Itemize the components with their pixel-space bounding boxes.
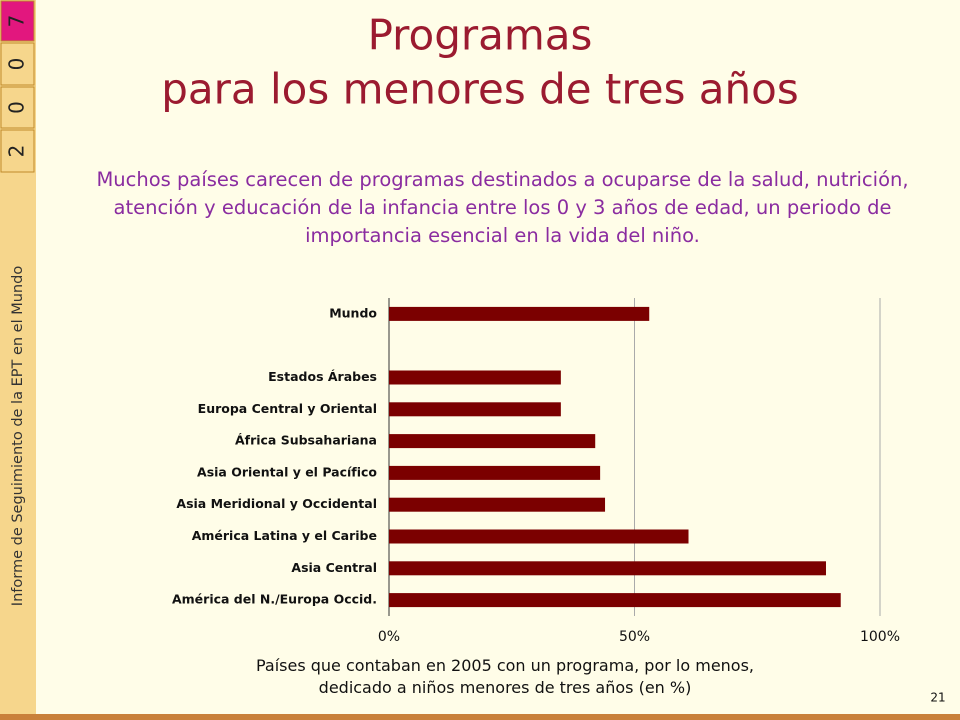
bar [389, 593, 841, 608]
year-box [0, 86, 35, 129]
bar [389, 465, 601, 480]
y-tick-label: África Subsahariana [235, 433, 377, 448]
y-tick-label: Asia Oriental y el Pacífico [197, 464, 377, 479]
title-line: para los menores de tres años [161, 65, 799, 114]
bar [389, 434, 596, 449]
y-tick-label: Estados Árabes [268, 369, 377, 384]
page-number: 21 [930, 691, 945, 705]
title-line: Programas [368, 11, 593, 60]
x-tick-label: 0% [378, 629, 400, 645]
y-tick-label: América Latina y el Caribe [192, 528, 377, 543]
x-axis-label: Países que contaban en 2005 con un progr… [255, 656, 755, 697]
year-box [0, 129, 35, 173]
y-tick-label: Mundo [329, 305, 377, 320]
bar [389, 529, 689, 544]
year-box [0, 42, 35, 86]
bar [389, 497, 606, 512]
x-tick-label: 50% [619, 629, 650, 645]
y-tick-label: América del N./Europa Occid. [172, 592, 377, 607]
y-tick-label: Asia Meridional y Occidental [176, 496, 377, 511]
bar [389, 370, 561, 385]
bar [389, 402, 561, 417]
year-box [0, 0, 35, 42]
bar [389, 561, 826, 576]
y-tick-label: Europa Central y Oriental [198, 401, 377, 416]
y-tick-label: Asia Central [291, 560, 377, 575]
bottom-border [0, 714, 960, 720]
subtitle: Muchos países carecen de programas desti… [96, 168, 909, 247]
year-digit: 0 [5, 58, 29, 71]
x-tick-label: 100% [860, 629, 900, 645]
bar [389, 306, 650, 321]
year-digit: 7 [5, 15, 29, 28]
year-digit: 0 [5, 101, 29, 114]
sidebar-caption: Informe de Seguimiento de la EPT en el M… [10, 266, 26, 607]
year-digit: 2 [5, 145, 29, 158]
